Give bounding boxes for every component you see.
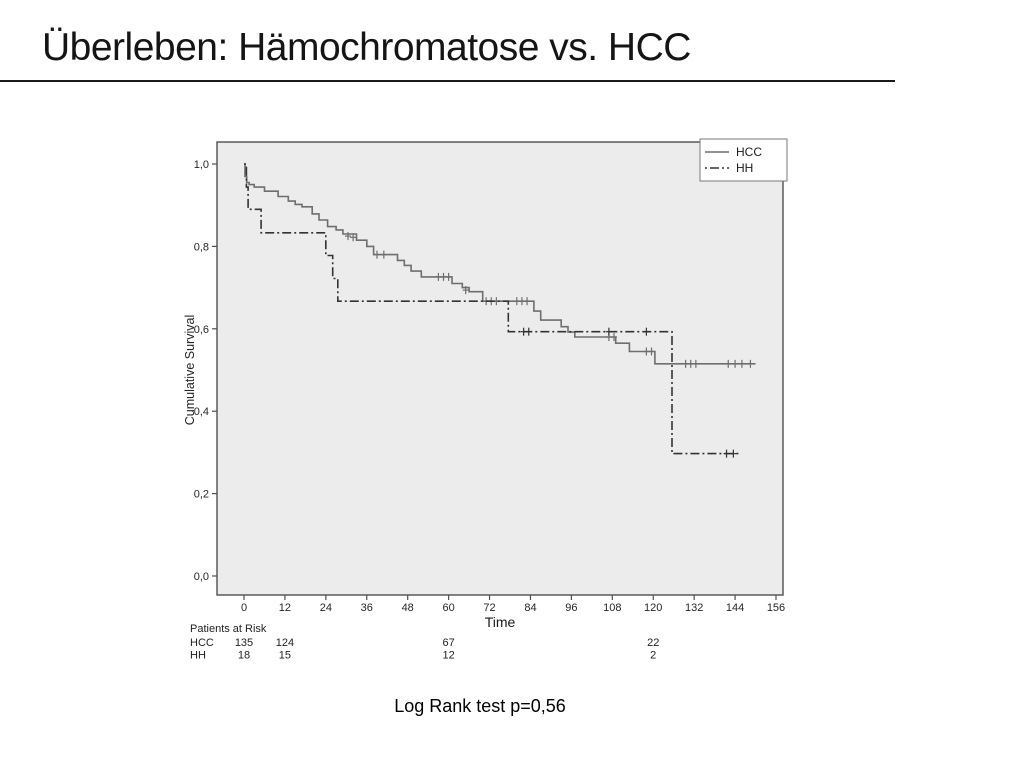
at-risk-value: 124: [276, 637, 294, 649]
title-rule: [0, 80, 895, 82]
legend-box: [699, 138, 788, 182]
survival-chart: 0 12 24 36 48 60 72 84 96 108 120 132 144 156 1,0 0,8 0,…: [180, 118, 800, 666]
x-tick-label: 36: [361, 602, 373, 614]
y-tick-label: 0,6: [194, 324, 209, 336]
slide-title: Überleben: Hämochromatose vs. HCC: [42, 26, 691, 69]
x-tick-label: 0: [241, 602, 247, 614]
x-tick-label: 60: [442, 602, 454, 614]
y-axis-label: Cumulative Survival: [183, 315, 197, 425]
at-risk-row-label: HH: [190, 650, 206, 662]
x-tick-label: 84: [524, 602, 536, 614]
at-risk-value: 135: [235, 637, 253, 649]
log-rank-note: Log Rank test p=0,56: [394, 696, 566, 716]
x-tick-label: 12: [279, 602, 291, 614]
x-tick-label: 96: [565, 602, 577, 614]
x-axis-label: Time: [485, 614, 516, 630]
x-tick-label: 48: [402, 602, 414, 614]
kaplan-meier-plot: 0 12 24 36 48 60 72 84 96 108 120 132 144 156 1,0 0,8 0,…: [183, 138, 788, 662]
at-risk-value: 67: [442, 637, 454, 649]
x-tick-label: 120: [644, 602, 662, 614]
y-tick-label: 0,8: [194, 241, 209, 253]
at-risk-row-label: HCC: [190, 637, 214, 649]
x-tick-label: 132: [685, 602, 703, 614]
y-tick-label: 0,4: [194, 406, 209, 418]
x-tick-label: 108: [603, 602, 621, 614]
x-tick-label: 144: [726, 602, 744, 614]
plot-area: [216, 141, 784, 596]
x-tick-label: 72: [483, 602, 495, 614]
at-risk-value: 2: [650, 650, 656, 662]
x-tick-label: 24: [320, 602, 332, 614]
at-risk-value: 18: [238, 650, 250, 662]
at-risk-value: 12: [442, 650, 454, 662]
y-tick-label: 0,2: [194, 489, 209, 501]
hcc-survival-curve: [244, 163, 756, 365]
y-tick-label: 0,0: [194, 571, 209, 583]
at-risk-value: 22: [647, 637, 659, 649]
at-risk-title: Patients at Risk: [190, 623, 267, 635]
x-tick-label: 156: [767, 602, 785, 614]
hh-survival-curve: [244, 163, 741, 455]
legend-label-hh: HH: [736, 161, 753, 175]
legend-label-hcc: HCC: [736, 145, 762, 159]
y-tick-label: 1,0: [194, 159, 209, 171]
at-risk-value: 15: [279, 650, 291, 662]
